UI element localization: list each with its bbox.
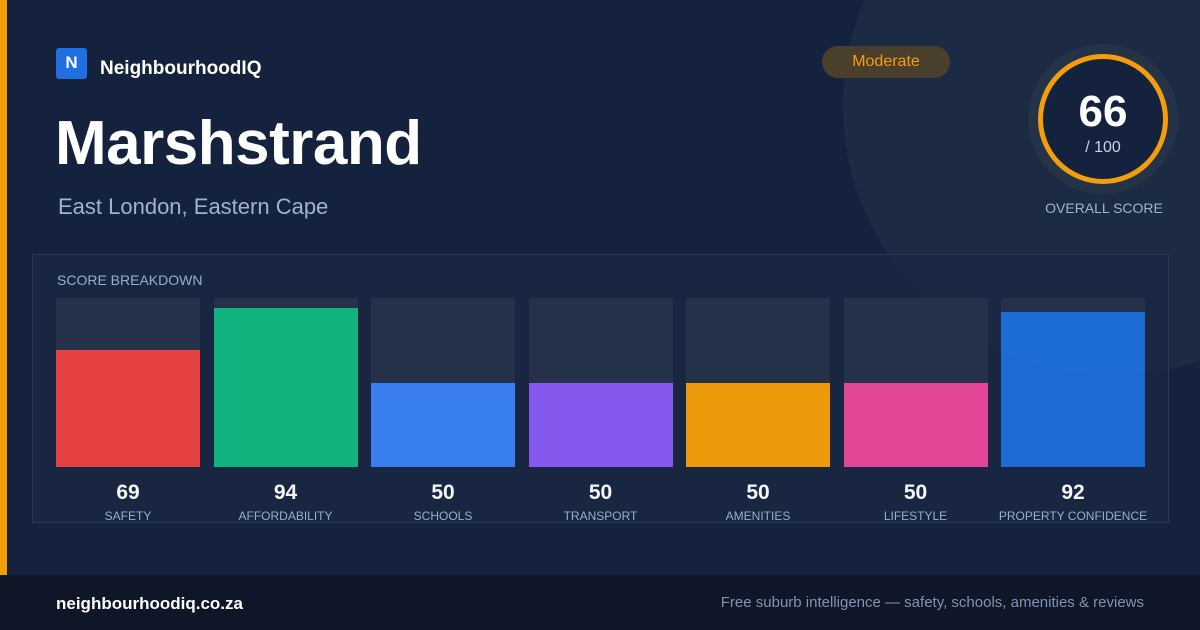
bar-value-label: 92 bbox=[1061, 481, 1085, 504]
bar-track bbox=[56, 298, 200, 467]
brand: N NeighbourhoodIQ bbox=[56, 46, 261, 80]
bar-track bbox=[528, 298, 673, 467]
bar-category-label: TRANSPORT bbox=[563, 509, 638, 523]
bar bbox=[213, 308, 358, 467]
brand-logo-icon: N bbox=[56, 47, 87, 79]
bar bbox=[371, 382, 515, 467]
bar-category-label: SAFETY bbox=[104, 509, 152, 523]
bar-track bbox=[1001, 298, 1145, 467]
bar bbox=[56, 350, 200, 467]
bar-value-label: 94 bbox=[273, 481, 298, 504]
overall-score-ring: 66 / 100 bbox=[1028, 44, 1178, 194]
footer-tagline: Free suburb intelligence — safety, schoo… bbox=[720, 594, 1144, 611]
overall-score-label: OVERALL SCORE bbox=[1045, 200, 1163, 216]
bar-value-label: 50 bbox=[431, 481, 455, 504]
bar-track bbox=[371, 298, 515, 467]
bar-track bbox=[843, 298, 988, 467]
bar-category-label: LIFESTYLE bbox=[883, 509, 948, 523]
bar bbox=[686, 382, 830, 467]
score-breakdown-panel: SCORE BREAKDOWN 69 SAFETY 94 AFFORDABILITY 5… bbox=[32, 254, 1169, 523]
bar-category-label: AFFORDABILITY bbox=[238, 509, 333, 523]
bar-value-label: 50 bbox=[588, 481, 613, 504]
bar-category-label: AMENITIES bbox=[725, 509, 791, 523]
bar-value-label: 50 bbox=[746, 481, 770, 504]
bar-category-label: PROPERTY CONFIDENCE bbox=[998, 509, 1148, 523]
overall-score-value: 66 bbox=[1078, 87, 1128, 136]
brand-name: NeighbourhoodIQ bbox=[100, 58, 262, 79]
bar bbox=[528, 382, 673, 467]
bar-value-label: 50 bbox=[903, 481, 928, 504]
score-ring-progress: 66 / 100 bbox=[1038, 54, 1168, 184]
bar-value-label: 69 bbox=[116, 481, 140, 504]
rating-badge: Moderate bbox=[822, 46, 950, 78]
suburb-title: Marshstrand bbox=[55, 109, 422, 178]
bar-track bbox=[213, 298, 358, 467]
bar bbox=[1001, 311, 1145, 467]
bar-track bbox=[686, 298, 830, 467]
bar bbox=[843, 382, 988, 467]
suburb-location: East London, Eastern Cape bbox=[58, 194, 329, 219]
bar-category-label: SCHOOLS bbox=[413, 509, 473, 523]
overall-score-max: / 100 bbox=[1085, 139, 1121, 156]
accent-bar bbox=[0, 0, 7, 575]
footer-domain: neighbourhoodiq.co.za bbox=[56, 594, 243, 613]
breakdown-title: SCORE BREAKDOWN bbox=[57, 272, 203, 288]
footer: neighbourhoodiq.co.za Free suburb intell… bbox=[0, 575, 1200, 630]
